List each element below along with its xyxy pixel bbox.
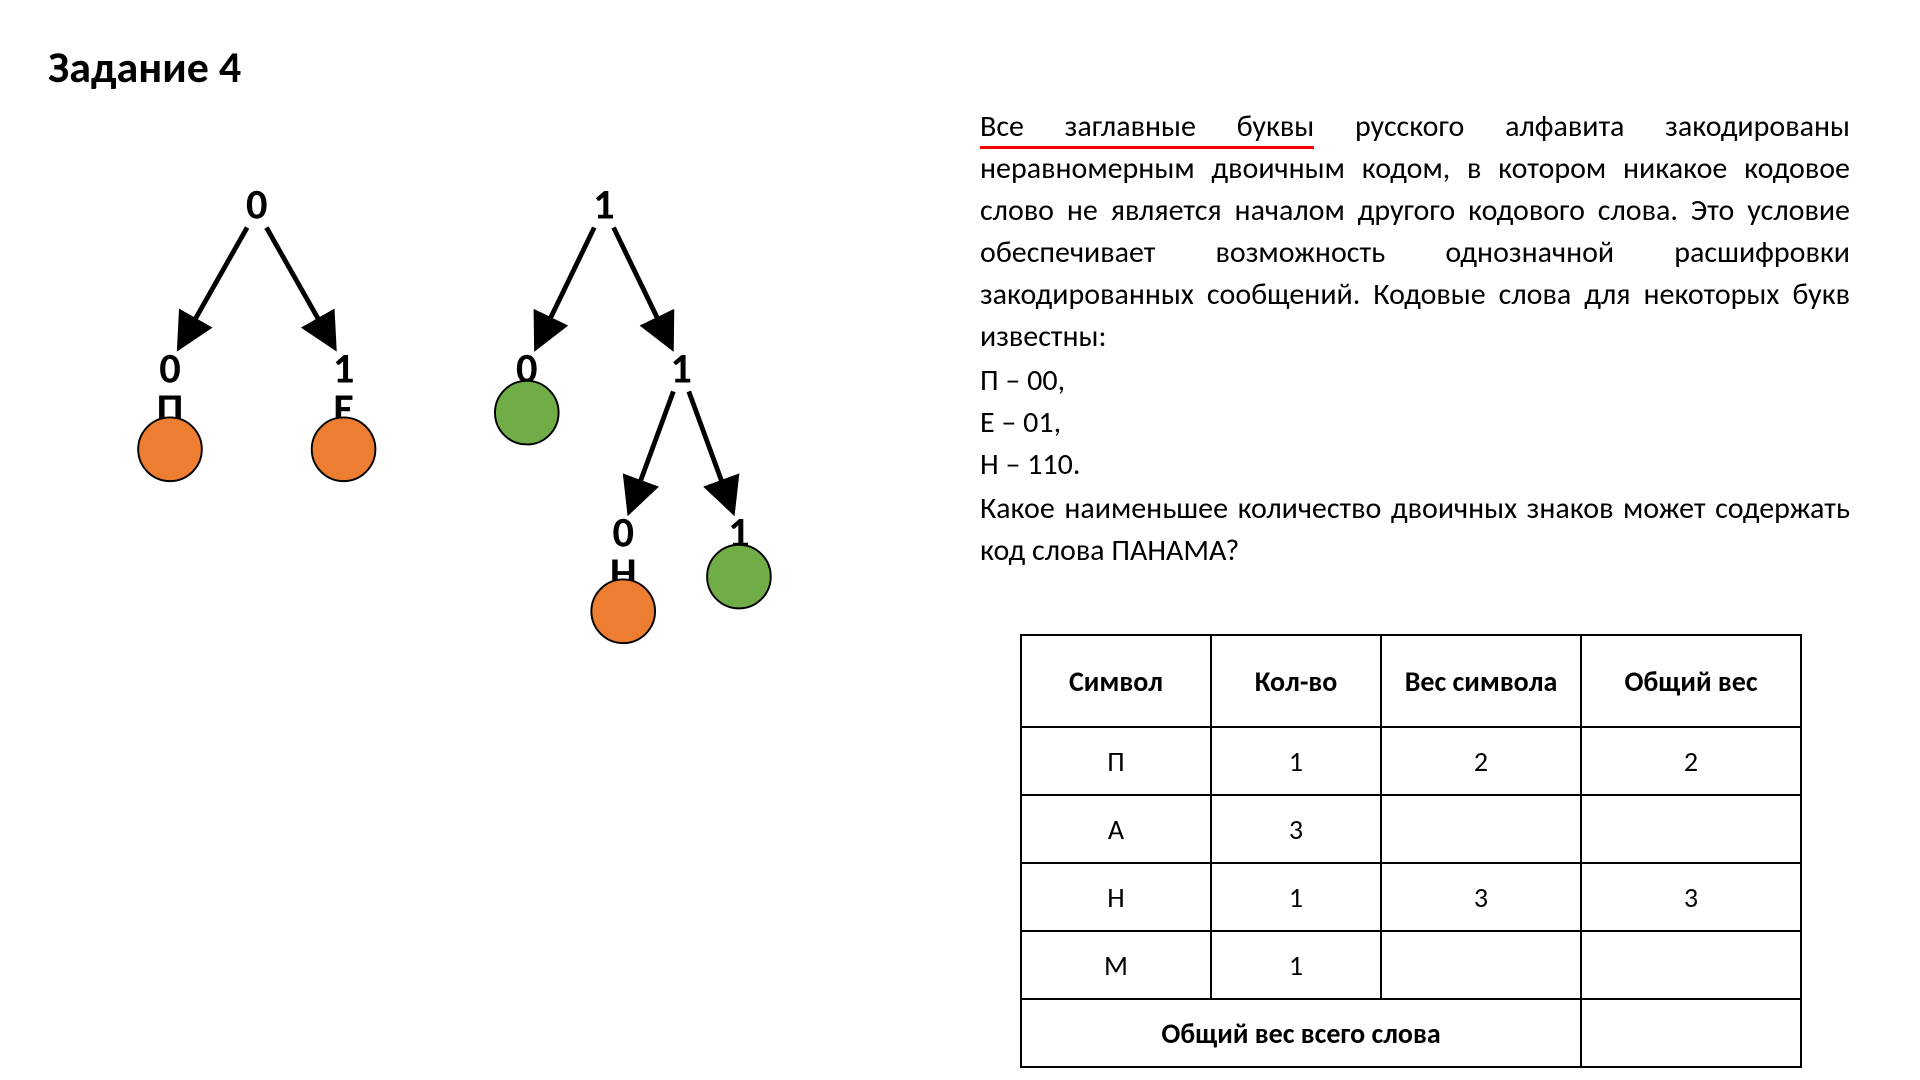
tree-arrow bbox=[689, 391, 731, 507]
table-cell: 1 bbox=[1211, 727, 1381, 795]
tree-node-circle bbox=[312, 417, 376, 481]
tree-node-circle bbox=[707, 545, 771, 609]
table-row: А3 bbox=[1021, 795, 1801, 863]
tree-node-circle bbox=[495, 381, 559, 445]
table-header: Кол-во bbox=[1211, 635, 1381, 727]
tree-arrow bbox=[266, 228, 332, 344]
code-list: П – 00, Е – 01, Н – 110. bbox=[980, 360, 1850, 486]
question-text: Какое наименьшее количество двоичных зна… bbox=[980, 488, 1850, 572]
table-cell bbox=[1581, 931, 1801, 999]
code-line: П – 00, bbox=[980, 360, 1850, 402]
table-header-row: Символ Кол-во Вес символа Общий вес bbox=[1021, 635, 1801, 727]
tree-arrow bbox=[182, 228, 248, 344]
tree-left-root-label: 0 bbox=[246, 179, 267, 230]
underlined-phrase: Все заглавные буквы bbox=[980, 108, 1314, 149]
table-footer-value bbox=[1581, 999, 1801, 1067]
tree-arrow bbox=[614, 228, 670, 344]
table-cell: 1 bbox=[1211, 931, 1381, 999]
problem-paragraph: Все заглавные буквы русского алфавита за… bbox=[980, 106, 1850, 358]
table-cell: 2 bbox=[1381, 727, 1581, 795]
code-line: Н – 110. bbox=[980, 444, 1850, 486]
table-row: М1 bbox=[1021, 931, 1801, 999]
table-row: Н133 bbox=[1021, 863, 1801, 931]
tree-right-root-label: 1 bbox=[593, 179, 615, 230]
page: Задание 4 0 0 П 1 Е 1 0 1 bbox=[0, 0, 1920, 1080]
table-cell: Н bbox=[1021, 863, 1211, 931]
table-cell bbox=[1381, 931, 1581, 999]
task-title: Задание 4 bbox=[48, 40, 241, 94]
table-footer-row: Общий вес всего слова bbox=[1021, 999, 1801, 1067]
tree-right-R-digit: 1 bbox=[670, 343, 692, 394]
binary-tree-diagram: 0 0 П 1 Е 1 0 1 0 Н 1 bbox=[60, 160, 820, 700]
tree-node-circle bbox=[138, 417, 202, 481]
tree-arrow bbox=[538, 228, 594, 344]
table-cell bbox=[1381, 795, 1581, 863]
table-cell bbox=[1581, 795, 1801, 863]
tree-node-circle bbox=[591, 579, 655, 643]
table-header: Общий вес bbox=[1581, 635, 1801, 727]
table-header: Символ bbox=[1021, 635, 1211, 727]
table-header: Вес символа bbox=[1381, 635, 1581, 727]
table-footer-label: Общий вес всего слова bbox=[1021, 999, 1581, 1067]
table-cell: 1 bbox=[1211, 863, 1381, 931]
table-cell: 3 bbox=[1381, 863, 1581, 931]
tree-arrow bbox=[631, 391, 673, 507]
code-line: Е – 01, bbox=[980, 402, 1850, 444]
table-cell: 3 bbox=[1581, 863, 1801, 931]
table-cell: 2 bbox=[1581, 727, 1801, 795]
text-column: Все заглавные буквы русского алфавита за… bbox=[980, 106, 1850, 572]
table-cell: 3 bbox=[1211, 795, 1381, 863]
table-cell: П bbox=[1021, 727, 1211, 795]
table-row: П122 bbox=[1021, 727, 1801, 795]
weight-table: Символ Кол-во Вес символа Общий вес П122… bbox=[1020, 634, 1802, 1068]
table-cell: А bbox=[1021, 795, 1211, 863]
table-cell: М bbox=[1021, 931, 1211, 999]
